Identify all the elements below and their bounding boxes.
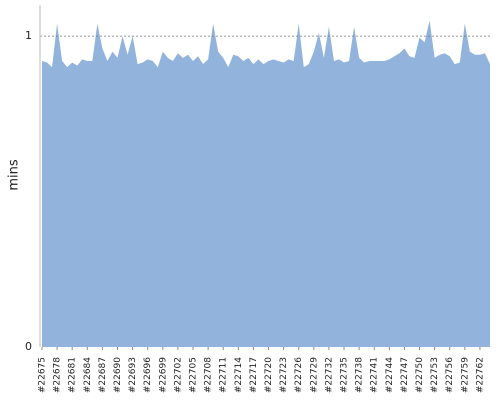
x-tick-label: #22729 [309, 357, 319, 393]
x-tick-label: #22699 [158, 357, 168, 393]
x-tick-label: #22726 [294, 357, 304, 393]
x-tick-label: #22711 [219, 357, 229, 393]
x-tick-label: #22675 [38, 357, 48, 393]
x-tick-label: #22717 [249, 357, 259, 393]
x-tick-label: #22756 [445, 357, 455, 393]
x-tick-label: #22714 [234, 357, 244, 393]
area [42, 20, 490, 348]
x-tick-label: #22705 [189, 357, 199, 393]
x-tick-label: #22744 [385, 357, 395, 393]
x-tick-label: #22687 [98, 357, 108, 393]
x-tick-label: #22762 [475, 357, 485, 393]
x-tick-label: #22732 [324, 357, 334, 393]
y-tick-label: 0 [25, 340, 32, 353]
x-tick-label: #22696 [143, 357, 153, 393]
x-tick-label: #22702 [173, 357, 183, 393]
x-tick-label: #22738 [355, 357, 365, 393]
x-tick-label: #22690 [113, 357, 123, 393]
x-tick-label: #22747 [400, 357, 410, 393]
x-tick-label: #22750 [415, 357, 425, 393]
x-tick-label: #22759 [460, 357, 470, 393]
x-tick-label: #22681 [68, 357, 78, 393]
x-tick-label: #22741 [370, 357, 380, 393]
y-axis-label: mins [7, 159, 22, 191]
x-tick-label: #22693 [128, 357, 138, 393]
x-tick-label: #22678 [53, 357, 63, 393]
x-tick-label: #22753 [430, 357, 440, 393]
x-tick-label: #22708 [204, 357, 214, 393]
x-tick-label: #22720 [264, 357, 274, 393]
x-tick-label: #22684 [83, 357, 93, 393]
x-tick-label: #22723 [279, 357, 289, 393]
y-tick-label: 1 [25, 29, 32, 42]
x-tick-label: #22735 [340, 357, 350, 393]
